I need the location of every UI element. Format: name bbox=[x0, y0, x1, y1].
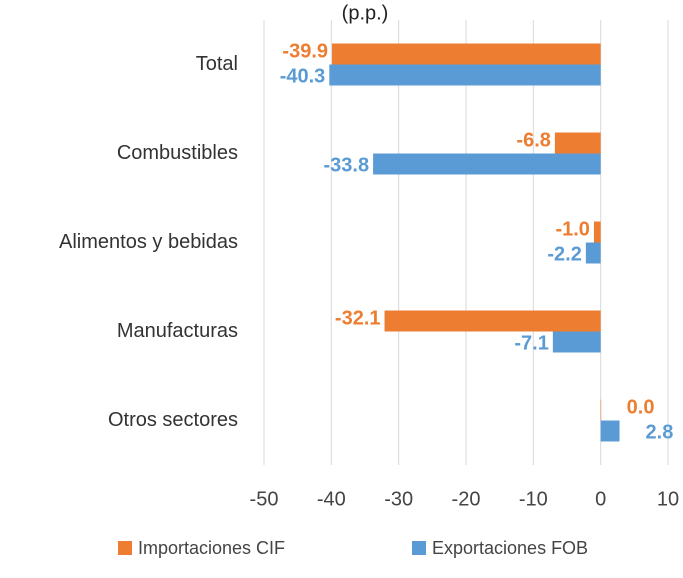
legend-swatch bbox=[118, 541, 132, 555]
y-tick-label: Manufacturas bbox=[117, 320, 238, 342]
data-label: -39.9 bbox=[282, 40, 328, 62]
legend-label: Exportaciones FOB bbox=[432, 538, 588, 558]
data-label: -1.0 bbox=[555, 218, 589, 240]
y-tick-label: Combustibles bbox=[117, 142, 238, 164]
data-label: -32.1 bbox=[335, 307, 381, 329]
x-tick-label: -20 bbox=[452, 488, 481, 510]
bar bbox=[600, 399, 602, 421]
data-label: 2.8 bbox=[646, 421, 674, 443]
bar bbox=[329, 64, 601, 86]
bar bbox=[593, 221, 601, 243]
x-tick-label: 0 bbox=[595, 488, 606, 510]
x-tick-label: -10 bbox=[519, 488, 548, 510]
data-label: -6.8 bbox=[516, 129, 550, 151]
bar bbox=[554, 132, 601, 154]
data-label: -33.8 bbox=[323, 154, 369, 176]
data-label: -7.1 bbox=[514, 332, 548, 354]
x-tick-label: -30 bbox=[384, 488, 413, 510]
y-tick-label: Total bbox=[196, 53, 238, 75]
x-tick-label: -40 bbox=[317, 488, 346, 510]
bar bbox=[332, 43, 601, 65]
chart-title: (p.p.) bbox=[342, 2, 389, 24]
bar bbox=[600, 420, 620, 442]
bar bbox=[585, 242, 601, 264]
data-label: -40.3 bbox=[280, 65, 326, 87]
bar bbox=[373, 153, 601, 175]
data-label: 0.0 bbox=[627, 396, 655, 418]
bar bbox=[384, 310, 601, 332]
data-label: -2.2 bbox=[547, 243, 581, 265]
x-tick-label: -50 bbox=[250, 488, 279, 510]
y-tick-label: Alimentos y bebidas bbox=[59, 231, 238, 253]
x-tick-label: 10 bbox=[657, 488, 679, 510]
bar bbox=[552, 331, 601, 353]
y-tick-label: Otros sectores bbox=[108, 409, 238, 431]
legend-swatch bbox=[412, 541, 426, 555]
legend-label: Importaciones CIF bbox=[138, 538, 285, 558]
